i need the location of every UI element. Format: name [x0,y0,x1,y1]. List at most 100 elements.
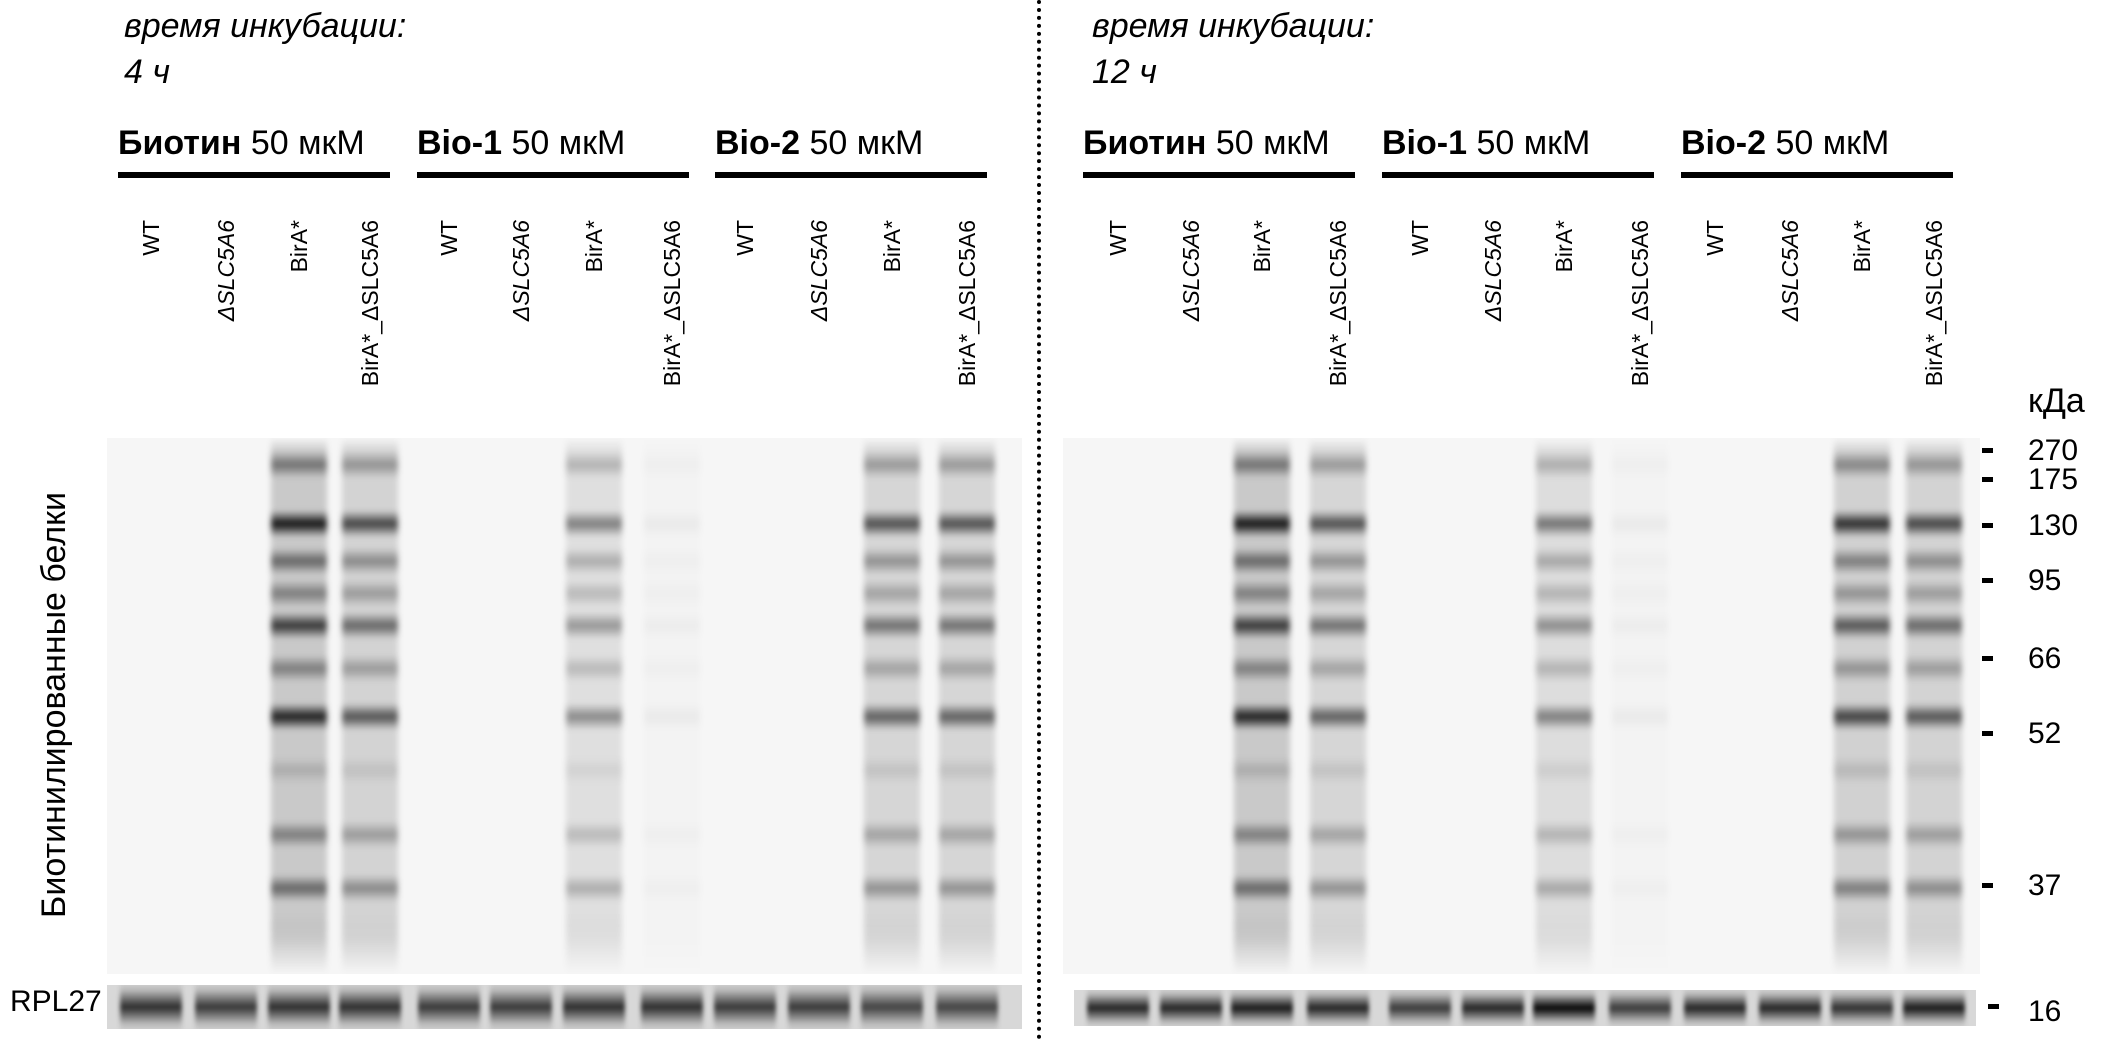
lane-label: BirA* [1546,220,1582,420]
mw-tick [1982,523,1993,528]
loading-band [418,985,480,1029]
lane-bands [1906,438,1962,974]
incubation-time-4h: 4 ч [124,53,170,91]
group-underline [417,172,689,178]
lane-label: WT [431,220,467,420]
mw-label: 130 [2028,509,2079,542]
blot-12h [1063,438,1980,974]
group-name: Bio-2 [715,124,800,162]
loading-band [1087,990,1149,1026]
lane-label-text: ΔSLC5A6 [1479,220,1506,322]
loading-band [1684,990,1746,1026]
group-concentration: 50 мкМ [511,124,626,162]
lane-bands [566,438,622,974]
lane-label: ΔSLC5A6 [1475,220,1511,420]
mw-unit: кДа [2028,382,2085,420]
blot-4h [107,438,1022,974]
loading-band [1903,990,1965,1026]
mw-label-loading: 16 [2028,995,2062,1028]
mw-tick [1982,656,1993,661]
lane-bands [1536,438,1592,974]
lane-label-text: ΔSLC5A6 [507,220,534,322]
lane-label: WT [727,220,763,420]
loading-strip-4h [107,985,1022,1029]
lane-label-text: WT [1701,220,1728,256]
lane-bands [342,438,398,974]
loading-band [861,985,923,1029]
lane-label: BirA* [281,220,317,420]
group-header: Биотин 50 мкМ [118,124,390,178]
lane-label: WT [1100,220,1136,420]
lane-label-text: WT [1406,220,1433,256]
lane-label: ΔSLC5A6 [801,220,837,420]
group-concentration: 50 мкМ [1775,124,1890,162]
lane-label-text: BirA*_ΔSLC5A6 [1324,220,1351,387]
lane-label-text: BirA* [1848,220,1875,273]
lane-label-text: BirA* [1550,220,1577,273]
lane-label: BirA*_ΔSLC5A6 [1622,220,1658,420]
mw-label: 270 [2028,434,2079,467]
group-underline [118,172,390,178]
mw-tick [1982,731,1993,736]
incubation-label-12h: время инкубации: [1092,7,1375,45]
lane-label-text: WT [731,220,758,256]
lane-label: ΔSLC5A6 [503,220,539,420]
mw-tick [1982,883,1993,888]
group-name: Биотин [118,124,242,162]
loading-band [936,985,998,1029]
loading-band [268,985,330,1029]
loading-control-label: RPL27 [10,985,102,1018]
lane-label-text: ΔSLC5A6 [1776,220,1803,322]
lane-label-text: BirA*_ΔSLC5A6 [1626,220,1653,387]
lane-label: BirA* [1244,220,1280,420]
group-concentration: 50 мкМ [1476,124,1591,162]
lane-label-text: BirA* [285,220,312,273]
lane-label: WT [1697,220,1733,420]
incubation-time-12h: 12 ч [1092,53,1157,91]
loading-band [1307,990,1369,1026]
group-concentration: 50 мкМ [250,124,365,162]
group-name: Биотин [1083,124,1207,162]
lane-bands [1310,438,1366,974]
loading-band [195,985,257,1029]
lane-label-text: BirA* [1248,220,1275,273]
group-header: Bio-1 50 мкМ [1382,124,1654,178]
incubation-label-4h: время инкубации: [124,7,407,45]
lane-label: BirA*_ΔSLC5A6 [1320,220,1356,420]
lane-label-text: ΔSLC5A6 [212,220,239,322]
loading-band [1533,990,1595,1026]
lane-label-text: ΔSLC5A6 [1177,220,1204,322]
lane-label-text: WT [435,220,462,256]
lane-bands [271,438,327,974]
lane-label: BirA* [576,220,612,420]
lane-label: ΔSLC5A6 [1173,220,1209,420]
loading-band [1759,990,1821,1026]
group-name: Bio-1 [417,124,502,162]
lane-label-text: BirA*_ΔSLC5A6 [658,220,685,387]
lane-label: BirA*_ΔSLC5A6 [949,220,985,420]
mw-label: 175 [2028,463,2079,496]
loading-band [339,985,401,1029]
group-concentration: 50 мкМ [809,124,924,162]
loading-band [1160,990,1222,1026]
lane-bands [864,438,920,974]
lane-label: ΔSLC5A6 [208,220,244,420]
lane-label: ΔSLC5A6 [1772,220,1808,420]
lane-label-text: ΔSLC5A6 [805,220,832,322]
lane-label: BirA*_ΔSLC5A6 [1916,220,1952,420]
mw-tick [1988,1004,1999,1009]
group-header: Bio-2 50 мкМ [715,124,987,178]
mw-tick [1982,578,1993,583]
lane-bands [644,438,700,974]
group-underline [715,172,987,178]
lane-label-text: BirA* [878,220,905,273]
group-concentration: 50 мкМ [1215,124,1330,162]
lane-label: BirA*_ΔSLC5A6 [352,220,388,420]
lane-label-text: WT [137,220,164,256]
lane-label-text: BirA*_ΔSLC5A6 [1920,220,1947,387]
lane-label: WT [133,220,169,420]
lane-bands [1834,438,1890,974]
mw-label: 52 [2028,717,2062,750]
lane-bands [939,438,995,974]
loading-band [563,985,625,1029]
